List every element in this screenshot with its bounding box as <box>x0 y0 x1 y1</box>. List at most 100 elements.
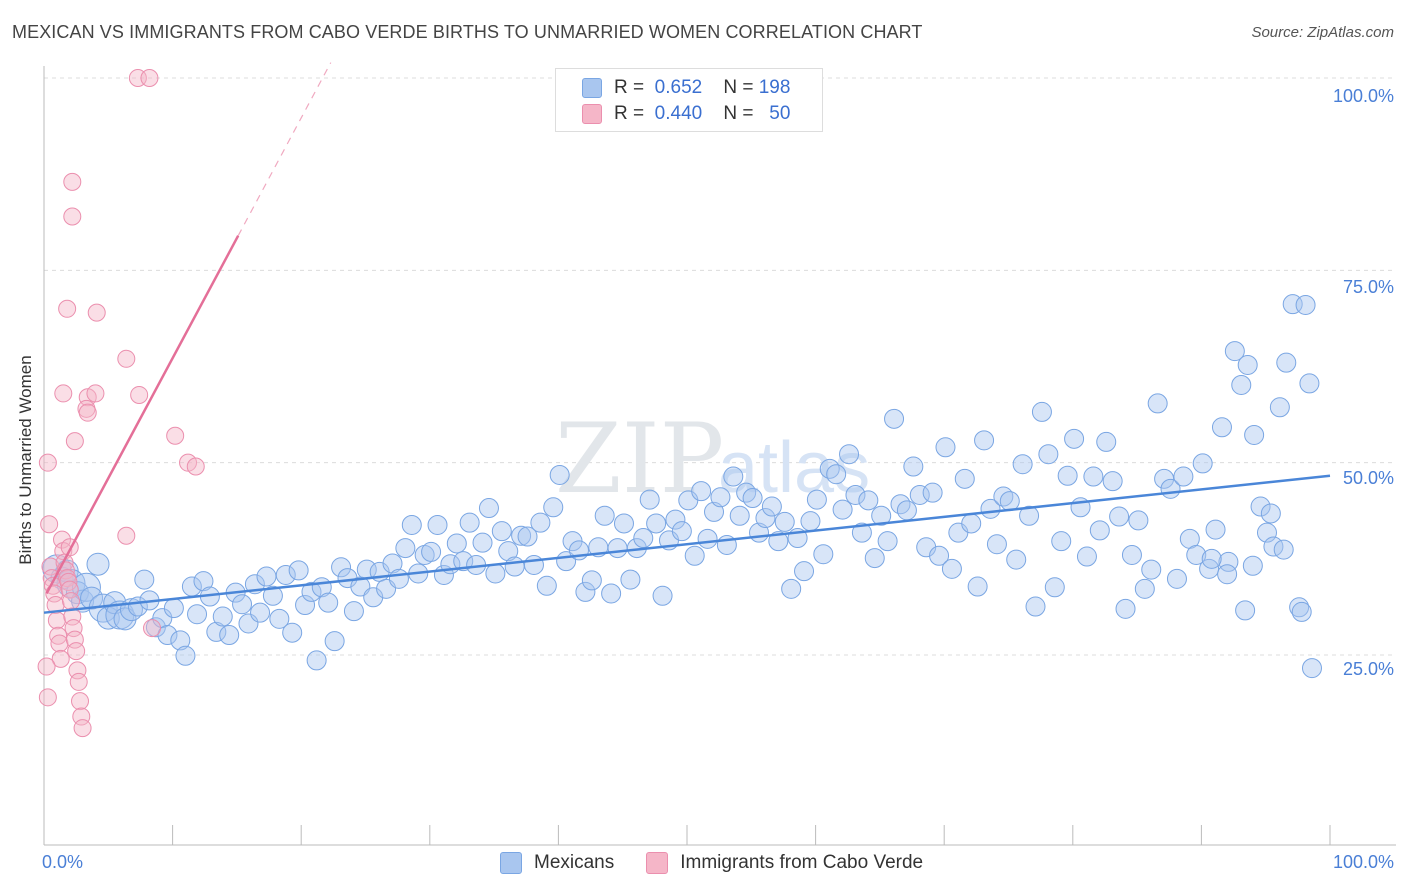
data-point-mexicans <box>1109 506 1130 527</box>
data-point-mexicans <box>163 598 184 619</box>
data-point-mexicans <box>594 505 615 526</box>
data-point-mexicans <box>427 514 448 535</box>
data-point-mexicans <box>250 602 271 623</box>
data-point-mexicans <box>871 505 892 526</box>
data-point-mexicans <box>134 569 155 590</box>
data-point-cabo-verde <box>53 530 72 549</box>
data-point-mexicans <box>517 526 538 547</box>
data-point-mexicans <box>1273 539 1294 560</box>
data-point-mexicans <box>1006 549 1027 570</box>
legend-stats: R = 0.652 N = 198 R = 0.440 N = 50 <box>555 68 823 132</box>
data-point-mexicans <box>1295 294 1316 315</box>
data-point-cabo-verde <box>65 630 84 649</box>
data-point-mexicans <box>858 490 879 511</box>
data-point-mexicans <box>671 521 692 542</box>
data-point-mexicans <box>530 512 551 533</box>
data-point-mexicans <box>1038 444 1059 465</box>
data-point-mexicans <box>388 568 409 589</box>
grid-lines <box>44 77 1396 656</box>
data-point-mexicans <box>986 534 1007 555</box>
data-point-mexicans <box>511 525 532 546</box>
data-point-mexicans <box>71 572 101 602</box>
data-point-mexicans <box>324 631 345 652</box>
data-point-mexicans <box>774 511 795 532</box>
data-point-mexicans <box>646 513 667 534</box>
data-point-cabo-verde <box>186 457 205 476</box>
data-point-mexicans <box>301 581 322 602</box>
data-point-mexicans <box>1141 559 1162 580</box>
data-point-mexicans <box>896 500 917 521</box>
legend-swatch-cabo-verde <box>646 852 669 874</box>
data-point-cabo-verde <box>60 580 79 599</box>
data-point-mexicans <box>1102 471 1123 492</box>
watermark-zip: ZIP <box>555 403 724 515</box>
data-point-cabo-verde <box>86 384 105 403</box>
data-point-mexicans <box>1051 531 1072 552</box>
data-point-mexicans <box>1224 341 1245 362</box>
legend-swatch-mexicans <box>500 852 522 874</box>
data-point-cabo-verde <box>40 515 59 534</box>
data-point-mexicans <box>193 571 214 592</box>
data-point-mexicans <box>877 531 898 552</box>
y-tick-25: 25.0% <box>1342 659 1394 679</box>
legend-swatch-mexicans <box>582 78 602 98</box>
data-point-mexicans <box>1147 393 1168 414</box>
data-point-mexicans <box>1019 505 1040 526</box>
data-point-mexicans <box>723 466 744 487</box>
legend-row-cabo-verde: R = 0.440 N = 50 <box>582 102 790 126</box>
data-point-mexicans <box>607 538 628 559</box>
data-point-mexicans <box>922 482 943 503</box>
data-point-mexicans <box>613 513 634 534</box>
data-point-cabo-verde <box>67 642 86 661</box>
data-point-cabo-verde <box>38 688 57 707</box>
data-point-mexicans <box>794 561 815 582</box>
data-point-mexicans <box>633 528 654 549</box>
data-point-mexicans <box>974 430 995 451</box>
data-point-cabo-verde <box>143 619 162 638</box>
data-point-cabo-verde <box>49 626 68 645</box>
data-point-mexicans <box>742 488 763 509</box>
data-point-mexicans <box>1301 658 1322 679</box>
data-point-mexicans <box>1186 544 1207 565</box>
data-point-mexicans <box>498 541 519 562</box>
data-point-mexicans <box>1057 465 1078 486</box>
y-tick-75: 75.0% <box>1342 277 1394 297</box>
data-point-mexicans <box>421 541 442 562</box>
data-point-cabo-verde <box>46 595 65 614</box>
data-point-mexicans <box>1242 555 1263 576</box>
data-point-mexicans <box>1012 454 1033 475</box>
data-point-mexicans <box>954 468 975 489</box>
data-point-mexicans <box>453 551 474 572</box>
data-point-cabo-verde <box>41 557 60 576</box>
data-point-mexicans <box>549 464 570 485</box>
data-point-cabo-verde <box>58 299 77 318</box>
legend-label-cabo-verde: Immigrants from Cabo Verde <box>680 852 924 873</box>
data-point-cabo-verde <box>78 403 97 422</box>
data-point-mexicans <box>187 604 208 625</box>
data-point-mexicans <box>903 456 924 477</box>
data-point-mexicans <box>684 545 705 566</box>
data-point-mexicans <box>1237 354 1258 375</box>
data-point-mexicans <box>1231 374 1252 395</box>
data-point-mexicans <box>331 557 352 578</box>
data-point-cabo-verde <box>63 172 82 191</box>
data-point-mexicans <box>1064 428 1085 449</box>
chart-title: MEXICAN VS IMMIGRANTS FROM CABO VERDE BI… <box>12 22 923 42</box>
data-point-mexicans <box>1192 453 1213 474</box>
data-point-mexicans <box>736 482 757 503</box>
y-tick-100: 100.0% <box>1332 86 1394 106</box>
trend-line-cabo-verde <box>45 235 240 595</box>
x-tick-0: 0.0% <box>42 852 84 872</box>
data-point-cabo-verde <box>54 384 73 403</box>
data-point-mexicans <box>1121 544 1142 565</box>
data-point-mexicans <box>1173 466 1194 487</box>
data-point-mexicans <box>1211 417 1232 438</box>
data-point-mexicans <box>639 489 660 510</box>
trend-lines <box>43 62 1331 614</box>
trend-line-mexicans <box>43 474 1331 614</box>
data-point-mexicans <box>504 556 525 577</box>
source-label: Source: ZipAtlas.com <box>1251 24 1394 41</box>
data-point-mexicans <box>1083 466 1104 487</box>
data-point-cabo-verde <box>73 719 92 738</box>
